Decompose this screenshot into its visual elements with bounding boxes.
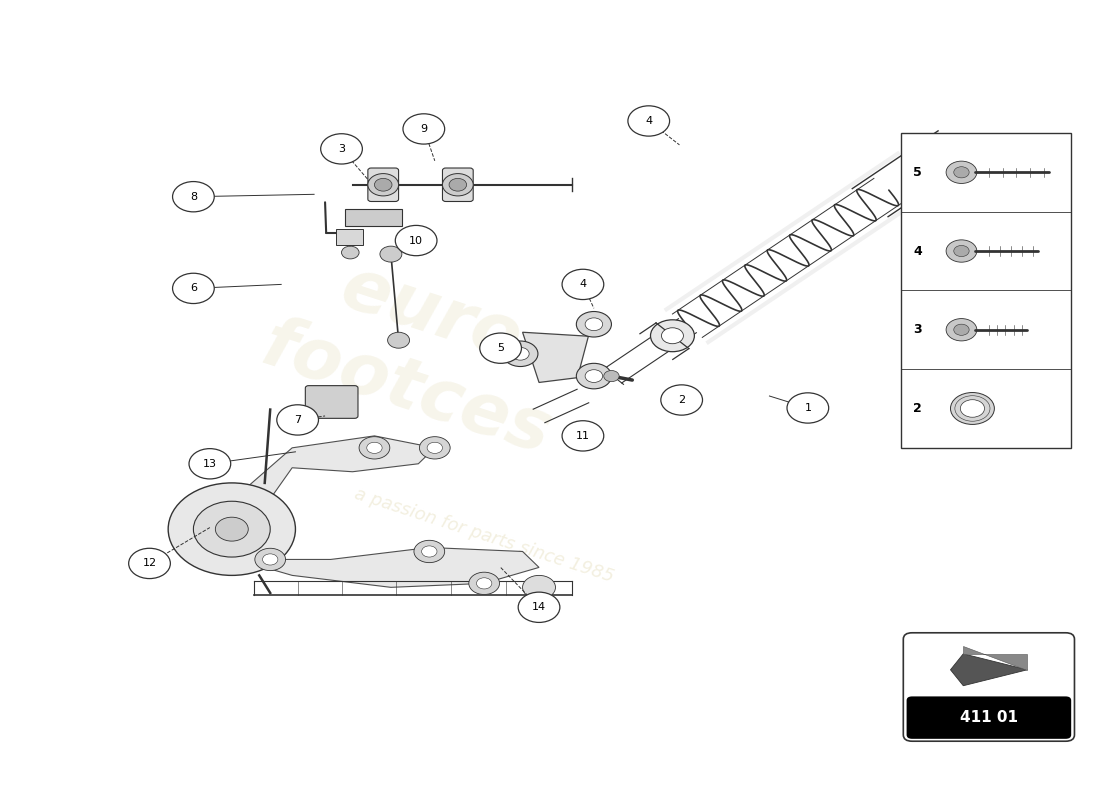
Circle shape	[379, 246, 401, 262]
Text: 11: 11	[576, 431, 590, 441]
Text: 411 01: 411 01	[960, 710, 1018, 725]
Text: 1: 1	[804, 403, 812, 413]
Text: 7: 7	[294, 415, 301, 425]
Circle shape	[562, 421, 604, 451]
Circle shape	[950, 393, 994, 425]
Circle shape	[427, 442, 442, 454]
Circle shape	[194, 502, 271, 557]
Text: 9: 9	[420, 124, 428, 134]
Circle shape	[604, 370, 619, 382]
Circle shape	[173, 182, 214, 212]
Circle shape	[954, 246, 969, 257]
Circle shape	[650, 320, 694, 352]
Circle shape	[954, 324, 969, 335]
Circle shape	[960, 400, 984, 418]
Polygon shape	[522, 332, 588, 382]
Text: a passion for parts since 1985: a passion for parts since 1985	[352, 485, 616, 586]
Circle shape	[449, 178, 466, 191]
Text: 2: 2	[913, 402, 922, 415]
Circle shape	[366, 442, 382, 454]
Circle shape	[341, 246, 359, 259]
Circle shape	[512, 347, 529, 360]
Circle shape	[562, 270, 604, 299]
Circle shape	[367, 174, 398, 196]
Circle shape	[518, 592, 560, 622]
FancyBboxPatch shape	[306, 386, 358, 418]
Circle shape	[576, 311, 612, 337]
Text: 10: 10	[409, 235, 424, 246]
Circle shape	[480, 333, 521, 363]
Circle shape	[359, 437, 389, 459]
Circle shape	[476, 578, 492, 589]
Circle shape	[925, 143, 957, 167]
Bar	[336, 229, 363, 245]
Text: euro
footces: euro footces	[253, 235, 584, 470]
Text: 4: 4	[913, 245, 922, 258]
Text: 2: 2	[678, 395, 685, 405]
Circle shape	[934, 150, 948, 161]
Circle shape	[585, 318, 603, 330]
Circle shape	[168, 483, 296, 575]
Circle shape	[263, 554, 278, 565]
Circle shape	[946, 240, 977, 262]
Text: 3: 3	[913, 323, 922, 336]
Circle shape	[661, 385, 703, 415]
Circle shape	[387, 332, 409, 348]
Circle shape	[216, 517, 249, 541]
Polygon shape	[243, 436, 434, 499]
Circle shape	[576, 363, 612, 389]
FancyBboxPatch shape	[442, 168, 473, 202]
Bar	[912, 700, 1066, 718]
Circle shape	[419, 437, 450, 459]
Circle shape	[786, 393, 828, 423]
Circle shape	[321, 134, 362, 164]
Circle shape	[503, 341, 538, 366]
Text: 5: 5	[497, 343, 504, 353]
Polygon shape	[964, 646, 1027, 670]
Circle shape	[395, 226, 437, 256]
Circle shape	[628, 106, 670, 136]
Circle shape	[414, 540, 444, 562]
Circle shape	[946, 161, 977, 183]
Polygon shape	[950, 654, 1027, 686]
Text: 6: 6	[190, 283, 197, 294]
Circle shape	[469, 572, 499, 594]
FancyBboxPatch shape	[344, 209, 402, 226]
Text: 13: 13	[202, 458, 217, 469]
Circle shape	[277, 405, 319, 435]
Circle shape	[374, 178, 392, 191]
Text: 4: 4	[580, 279, 586, 290]
Circle shape	[403, 114, 444, 144]
Circle shape	[442, 174, 473, 196]
Text: 14: 14	[532, 602, 546, 612]
Polygon shape	[227, 541, 539, 587]
Circle shape	[189, 449, 231, 479]
Circle shape	[421, 546, 437, 557]
Text: 5: 5	[913, 166, 922, 178]
Circle shape	[954, 166, 969, 178]
Circle shape	[173, 274, 214, 303]
Circle shape	[129, 548, 170, 578]
Circle shape	[946, 318, 977, 341]
Text: 12: 12	[143, 558, 156, 569]
Circle shape	[585, 370, 603, 382]
Text: 8: 8	[190, 192, 197, 202]
Bar	[901, 133, 1071, 448]
Circle shape	[255, 548, 286, 570]
FancyBboxPatch shape	[367, 168, 398, 202]
Text: 4: 4	[646, 116, 652, 126]
FancyBboxPatch shape	[906, 697, 1071, 739]
Circle shape	[661, 328, 683, 344]
Text: 3: 3	[338, 144, 345, 154]
FancyBboxPatch shape	[903, 633, 1075, 742]
Circle shape	[522, 575, 556, 599]
